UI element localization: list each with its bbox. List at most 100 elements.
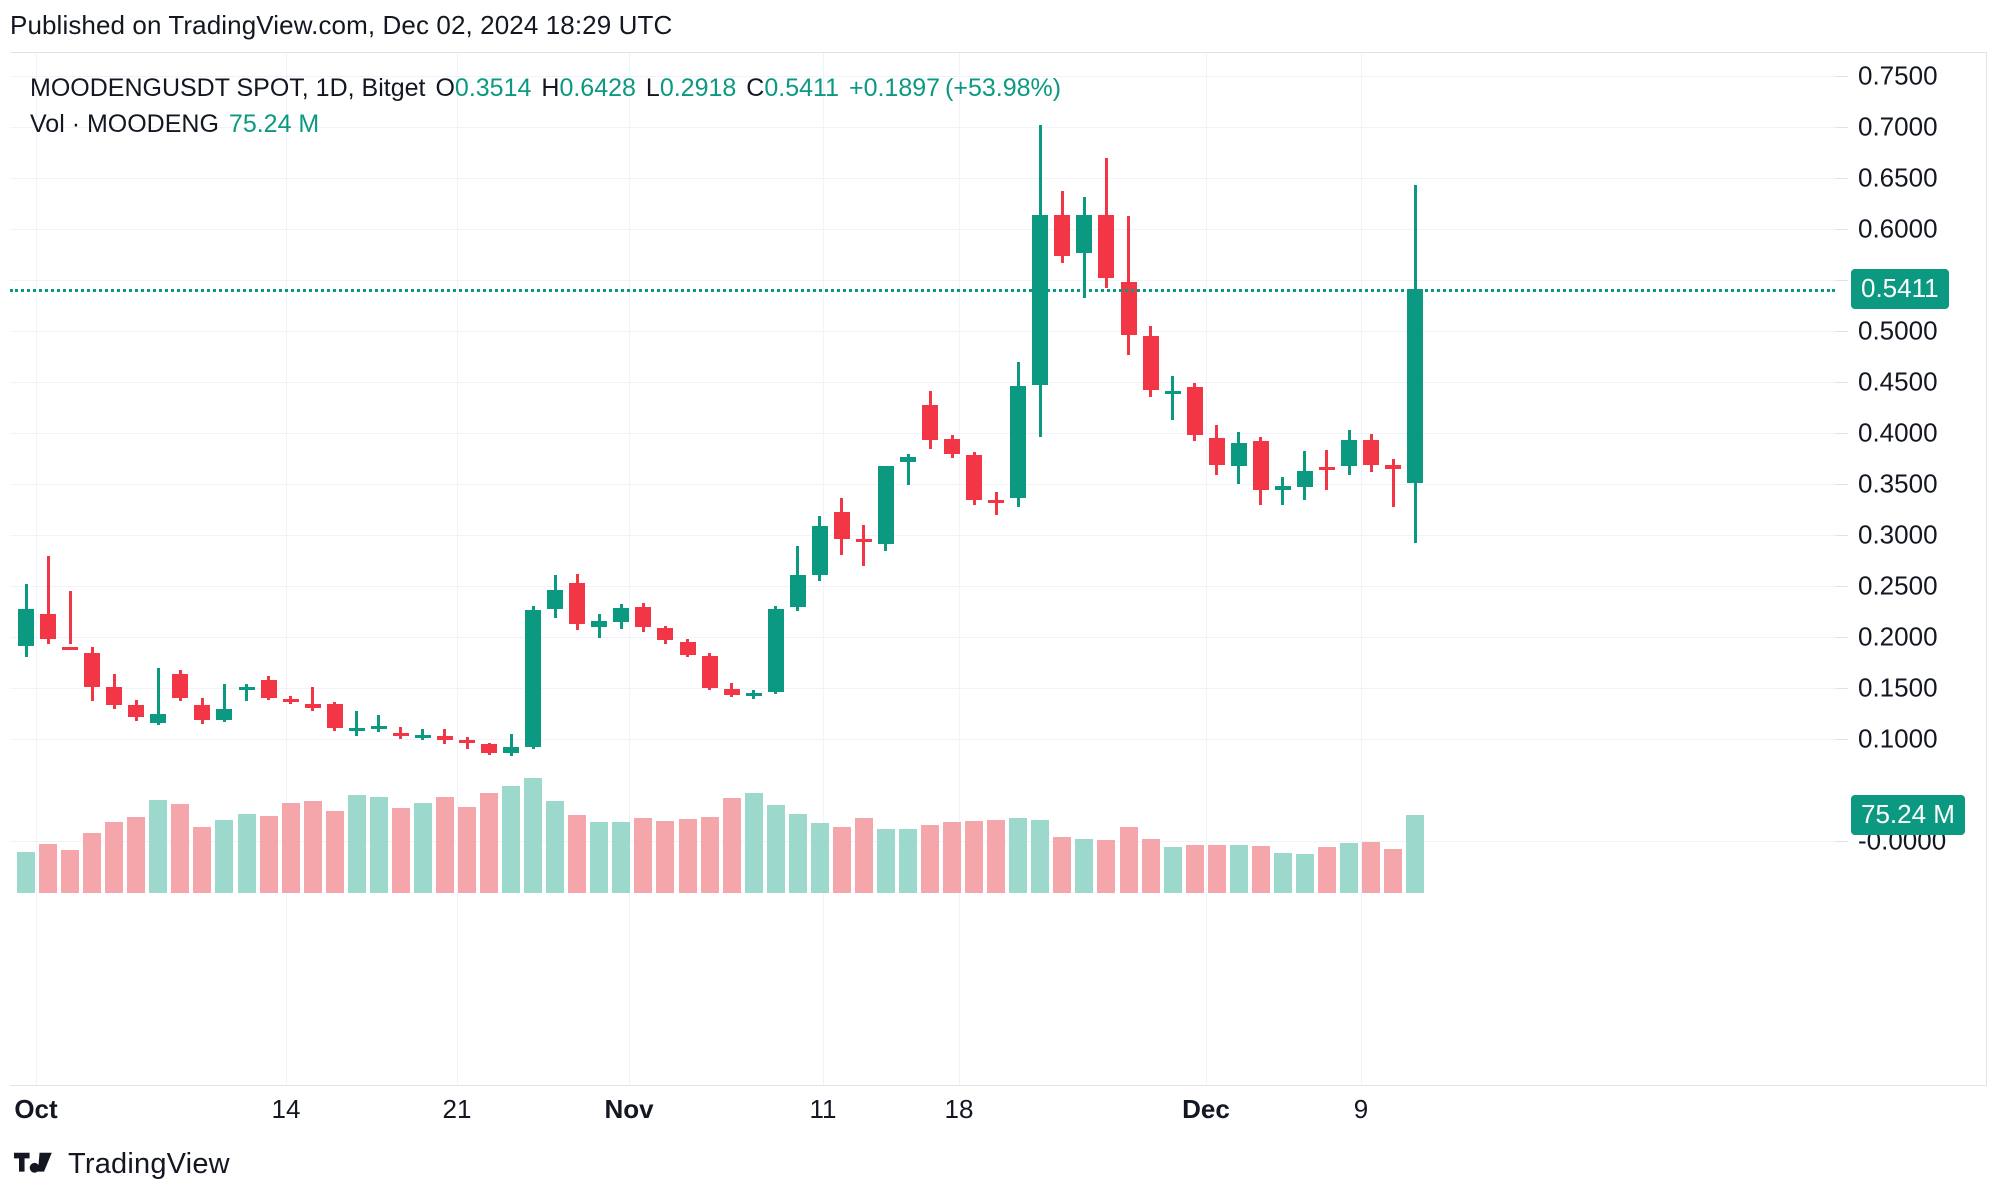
candle-wick [399,726,403,739]
volume-bar [1163,846,1182,893]
candle-body [194,705,211,720]
candle-body [348,727,365,731]
candle-body [172,673,189,699]
volume-bar [347,795,366,893]
candle-body [966,455,983,501]
candle-wick [465,736,469,750]
candle-body [789,574,806,608]
time-tick-label: 14 [271,1094,301,1124]
price-tick-dash [1835,535,1848,536]
volume-bar [1295,853,1314,893]
candle-body [855,539,872,543]
candle-wick [46,556,50,645]
candle-body [1230,443,1247,466]
volume-bar [259,815,278,893]
price-tick-label: 0.1500 [1858,672,1938,703]
volume-bar [1229,845,1248,893]
candle-body [525,610,542,748]
price-tick-dash [1835,739,1848,740]
price-axis[interactable]: 0.75000.70000.65000.60000.55000.50000.45… [1835,52,1996,1086]
volume-bar [722,797,741,893]
volume-bar [546,800,565,893]
volume-bar [171,804,190,893]
candle-body [392,732,409,736]
price-tick-dash [1835,382,1848,383]
volume-bar [193,827,212,893]
candle-wick [862,524,866,566]
volume-bar [127,816,146,893]
candle-body [547,590,564,610]
volume-bar [1406,814,1425,893]
last-volume-badge: 75.24 M [1851,794,1965,835]
candle-body [370,725,387,729]
candle-body [238,686,255,690]
volume-bar [1273,853,1292,893]
volume-bar [700,817,719,893]
time-tick-label: Oct [14,1094,58,1124]
volume-bar [1362,842,1381,893]
candle-body [1318,466,1335,470]
gridline-horizontal [10,280,1835,281]
volume-bar [1207,845,1226,893]
volume-bar [303,800,322,893]
volume-bar [788,813,807,893]
price-tick-label: 0.6500 [1858,162,1938,193]
plot-area[interactable] [10,53,1835,1085]
price-tick-label: 0.6000 [1858,213,1938,244]
volume-bar [1031,820,1050,893]
time-tick-label: 18 [944,1094,974,1124]
volume-bar [435,797,454,893]
volume-bar [39,844,58,893]
time-axis[interactable]: Oct 14 21 Nov 11 18 Dec 9 [10,1086,1986,1138]
price-tick-label: 0.4500 [1858,366,1938,397]
price-tick-dash [1835,688,1848,689]
gridline-horizontal [10,76,1835,77]
candle-body [1407,289,1424,483]
candle-body [1142,336,1159,391]
candle-wick [222,683,226,722]
candle-body [1296,470,1313,488]
candle-body [1252,441,1269,491]
volume-bar [413,803,432,893]
volume-bar [1119,827,1138,893]
volume-bar [590,821,609,893]
gridline-horizontal [10,484,1835,485]
candle-body [216,709,233,720]
candle-body [922,405,939,441]
gridline-vertical [959,53,960,1085]
volume-bar [876,829,895,893]
candle-body [944,439,961,455]
candle-wick [245,683,249,702]
time-tick-label: 9 [1353,1094,1369,1124]
volume-bar [987,820,1006,893]
volume-bar [215,820,234,893]
candle-body [414,734,431,738]
gridline-vertical [1206,53,1207,1085]
volume-bar [568,814,587,893]
volume-bar [1384,849,1403,893]
last-price-badge: 0.5411 [1851,269,1949,310]
price-tick-label: 0.7000 [1858,111,1938,142]
volume-bar [656,821,675,893]
candle-body [988,500,1005,504]
price-tick-label: 0.7500 [1858,60,1938,91]
candle-body [62,647,79,651]
candle-body [1010,386,1027,499]
price-tick-label: 0.4000 [1858,417,1938,448]
candle-body [1363,440,1380,465]
published-banner: Published on TradingView.com, Dec 02, 20… [10,10,673,40]
candle-body [679,642,696,656]
candle-body [811,525,828,575]
volume-bar [1317,846,1336,893]
price-tick-label: 0.3500 [1858,468,1938,499]
candle-body [84,653,101,687]
gridline-horizontal [10,382,1835,383]
price-tick-dash [1835,841,1848,842]
volume-bar [1185,845,1204,893]
volume-bar [678,819,697,893]
candle-body [1186,387,1203,436]
volume-bar [17,852,36,893]
last-price-line [10,289,1835,293]
candle-body [503,747,520,754]
